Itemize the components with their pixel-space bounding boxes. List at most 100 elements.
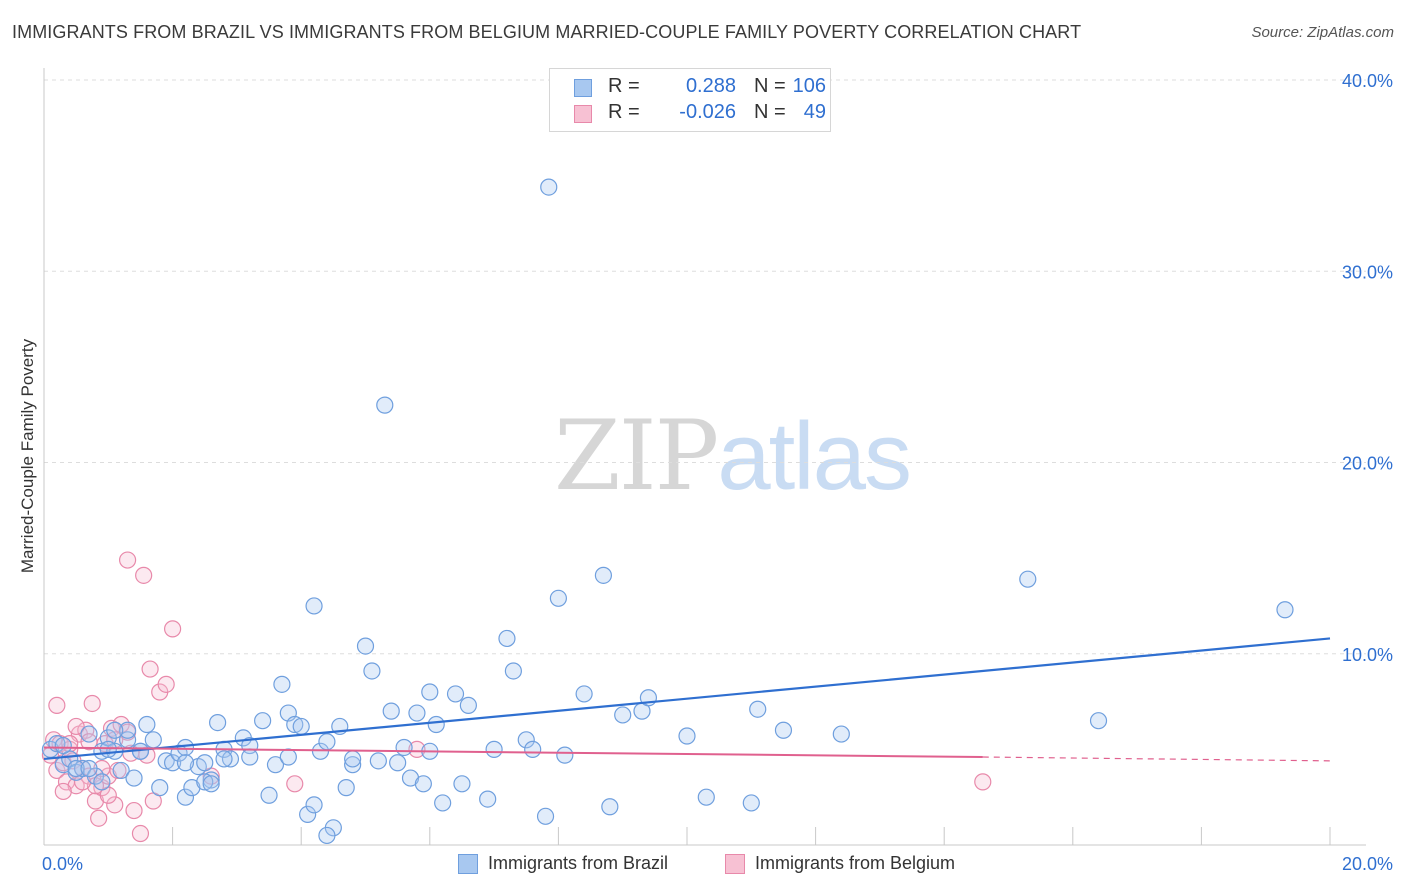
belgium-trend-extension [982, 756, 1331, 762]
legend-r-label: R = [608, 101, 640, 123]
belgium-point [135, 566, 153, 584]
brazil-point [54, 736, 72, 755]
belgium-point [83, 694, 101, 713]
brazil-point [678, 727, 696, 745]
belgium-point [90, 809, 108, 827]
brazil-point [221, 750, 240, 768]
brazil-point [254, 712, 272, 730]
brazil-point [196, 773, 214, 791]
axes [43, 68, 1366, 846]
belgium-point [125, 801, 143, 820]
legend-n-value: 49 [803, 101, 826, 123]
brazil-point [93, 773, 111, 791]
brazil-point [176, 754, 195, 772]
brazil-point [202, 771, 220, 789]
brazil-point [106, 721, 124, 739]
y-axis-label: Married-Couple Family Poverty [18, 338, 37, 574]
legend-r-value: 0.288 [685, 75, 736, 97]
brazil-point [369, 752, 387, 770]
brazil-point [395, 738, 413, 757]
grid-lines [44, 79, 1366, 845]
legend-n-label: N = [754, 75, 786, 97]
brazil-point [1276, 601, 1294, 619]
brazil-point [427, 715, 445, 734]
brazil-point [498, 629, 516, 648]
bottom-legend-label-belgium: Immigrants from Belgium [755, 853, 956, 873]
belgium-point [157, 675, 175, 693]
y-tick-label: 40.0% [1342, 71, 1393, 91]
brazil-point [157, 752, 175, 770]
correlation-legend: R = 0.288 N = 106 R = -0.026 N = 49 [549, 68, 831, 132]
brazil-point [299, 805, 317, 824]
x-tick-label: 20.0% [1342, 854, 1393, 874]
brazil-point [241, 748, 259, 766]
brazil-point [575, 685, 593, 703]
brazil-point [414, 775, 432, 793]
belgium-point [67, 717, 85, 736]
brazil-point [118, 721, 137, 739]
brazil-point [125, 769, 143, 787]
brazil-point [356, 637, 375, 655]
y-tick-label: 10.0% [1342, 645, 1393, 665]
brazil-point [540, 178, 558, 196]
brazil-point [614, 706, 632, 724]
brazil-point [99, 740, 117, 758]
belgium-point [48, 696, 66, 714]
belgium-point [106, 796, 124, 814]
brazil-point [446, 685, 465, 703]
brazil-point [144, 731, 162, 749]
brazil-point [196, 754, 214, 772]
brazil-point [363, 662, 381, 680]
watermark: ZIPatlas [554, 400, 912, 512]
brazil-point [382, 702, 400, 720]
brazil-point [138, 715, 156, 734]
brazil-point [344, 750, 362, 768]
brazil-point [408, 704, 426, 722]
brazil-point [266, 756, 285, 774]
watermark-zip: ZIP [554, 400, 719, 512]
brazil-point [67, 759, 85, 778]
belgium-point [974, 773, 992, 791]
brazil-point [601, 798, 619, 816]
bottom-legend-swatch-brazil [458, 854, 478, 874]
brazil-point [421, 683, 439, 701]
belgium-point [131, 824, 150, 843]
brazil-point [112, 761, 130, 780]
brazil-point [556, 746, 574, 764]
legend-n-value: 106 [792, 75, 826, 97]
brazil-point [273, 675, 291, 693]
belgium-point [286, 775, 304, 793]
legend-n-label: N = [754, 101, 786, 123]
source-label: Source: ZipAtlas.com [1251, 24, 1394, 41]
brazil-point [318, 733, 336, 751]
legend-swatch-belgium [574, 105, 592, 123]
belgium-point [54, 782, 72, 801]
brazil-point [504, 662, 522, 680]
chart-title: IMMIGRANTS FROM BRAZIL VS IMMIGRANTS FRO… [12, 22, 1082, 42]
brazil-point [549, 589, 568, 607]
brazil-point [286, 715, 304, 734]
brazil-point [80, 759, 98, 778]
brazil-point [215, 750, 233, 768]
brazil-point [164, 754, 182, 772]
brazil-point [485, 740, 503, 758]
legend-r-label: R = [608, 75, 640, 97]
legend-swatch-brazil [574, 79, 592, 97]
bottom-legend-swatch-belgium [725, 854, 745, 874]
brazil-point [209, 713, 227, 732]
brazil-point [73, 759, 92, 778]
belgium-point [118, 551, 137, 569]
brazil-point [202, 775, 220, 793]
brazil-point [292, 717, 310, 736]
bottom-legend-label-brazil: Immigrants from Brazil [488, 853, 669, 873]
belgium-point [141, 660, 159, 678]
brazil-point [344, 756, 362, 774]
belgium-point [408, 740, 426, 758]
brazil-point [1019, 570, 1037, 588]
brazil-point [337, 779, 355, 797]
brazil-point [459, 696, 477, 714]
brazil-point [305, 796, 323, 814]
brazil-trend-line [43, 637, 1331, 761]
brazil-point [434, 794, 452, 812]
